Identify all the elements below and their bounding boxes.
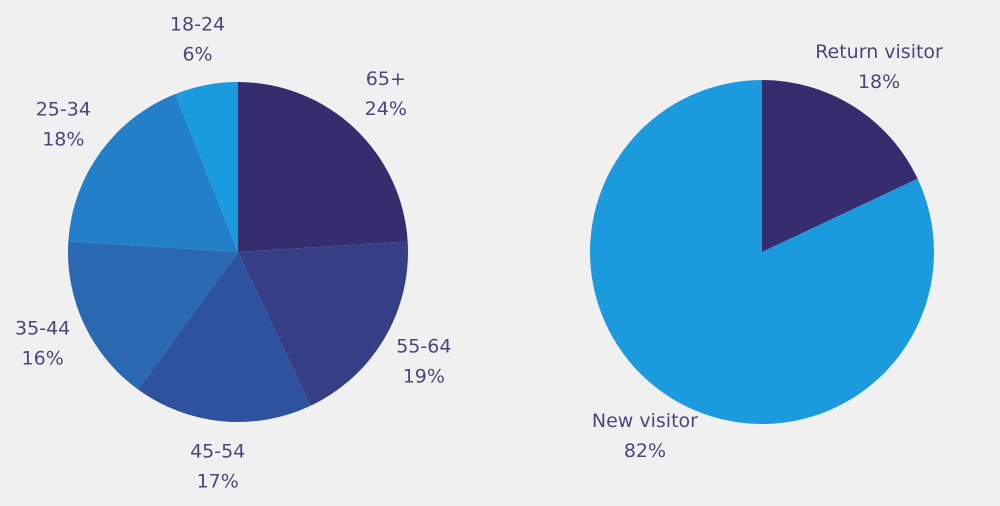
pie-slice [238, 82, 408, 252]
pie-slice [68, 241, 238, 390]
slice-label: 65+ [366, 68, 406, 90]
pie-slice [68, 93, 239, 253]
slice-value-label: 16% [22, 347, 64, 369]
slice-value-label: 18% [42, 129, 84, 151]
slice-value-label: 24% [365, 98, 407, 120]
slice-label: 45-54 [190, 440, 245, 462]
slice-label: New visitor [592, 410, 698, 432]
slice-value-label: 18% [858, 71, 900, 93]
slice-value-label: 6% [182, 43, 212, 65]
pie-slice [175, 82, 238, 252]
pie-slice [138, 252, 311, 422]
pie-slice [238, 241, 408, 406]
slice-label: 55-64 [396, 335, 451, 357]
slice-value-label: 82% [624, 440, 666, 462]
slice-value-label: 19% [403, 365, 445, 387]
slice-label: 35-44 [15, 317, 70, 339]
slice-label: 18-24 [170, 13, 225, 35]
slice-label: Return visitor [815, 41, 943, 63]
slice-label: 25-34 [36, 99, 91, 121]
pie-slice [762, 80, 918, 252]
slice-value-label: 17% [197, 470, 239, 492]
pie-slice [589, 80, 934, 424]
